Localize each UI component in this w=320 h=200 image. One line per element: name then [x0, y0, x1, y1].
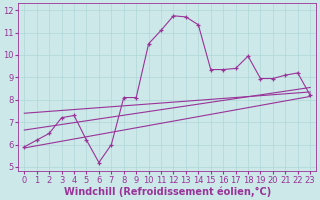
X-axis label: Windchill (Refroidissement éolien,°C): Windchill (Refroidissement éolien,°C) — [64, 186, 271, 197]
